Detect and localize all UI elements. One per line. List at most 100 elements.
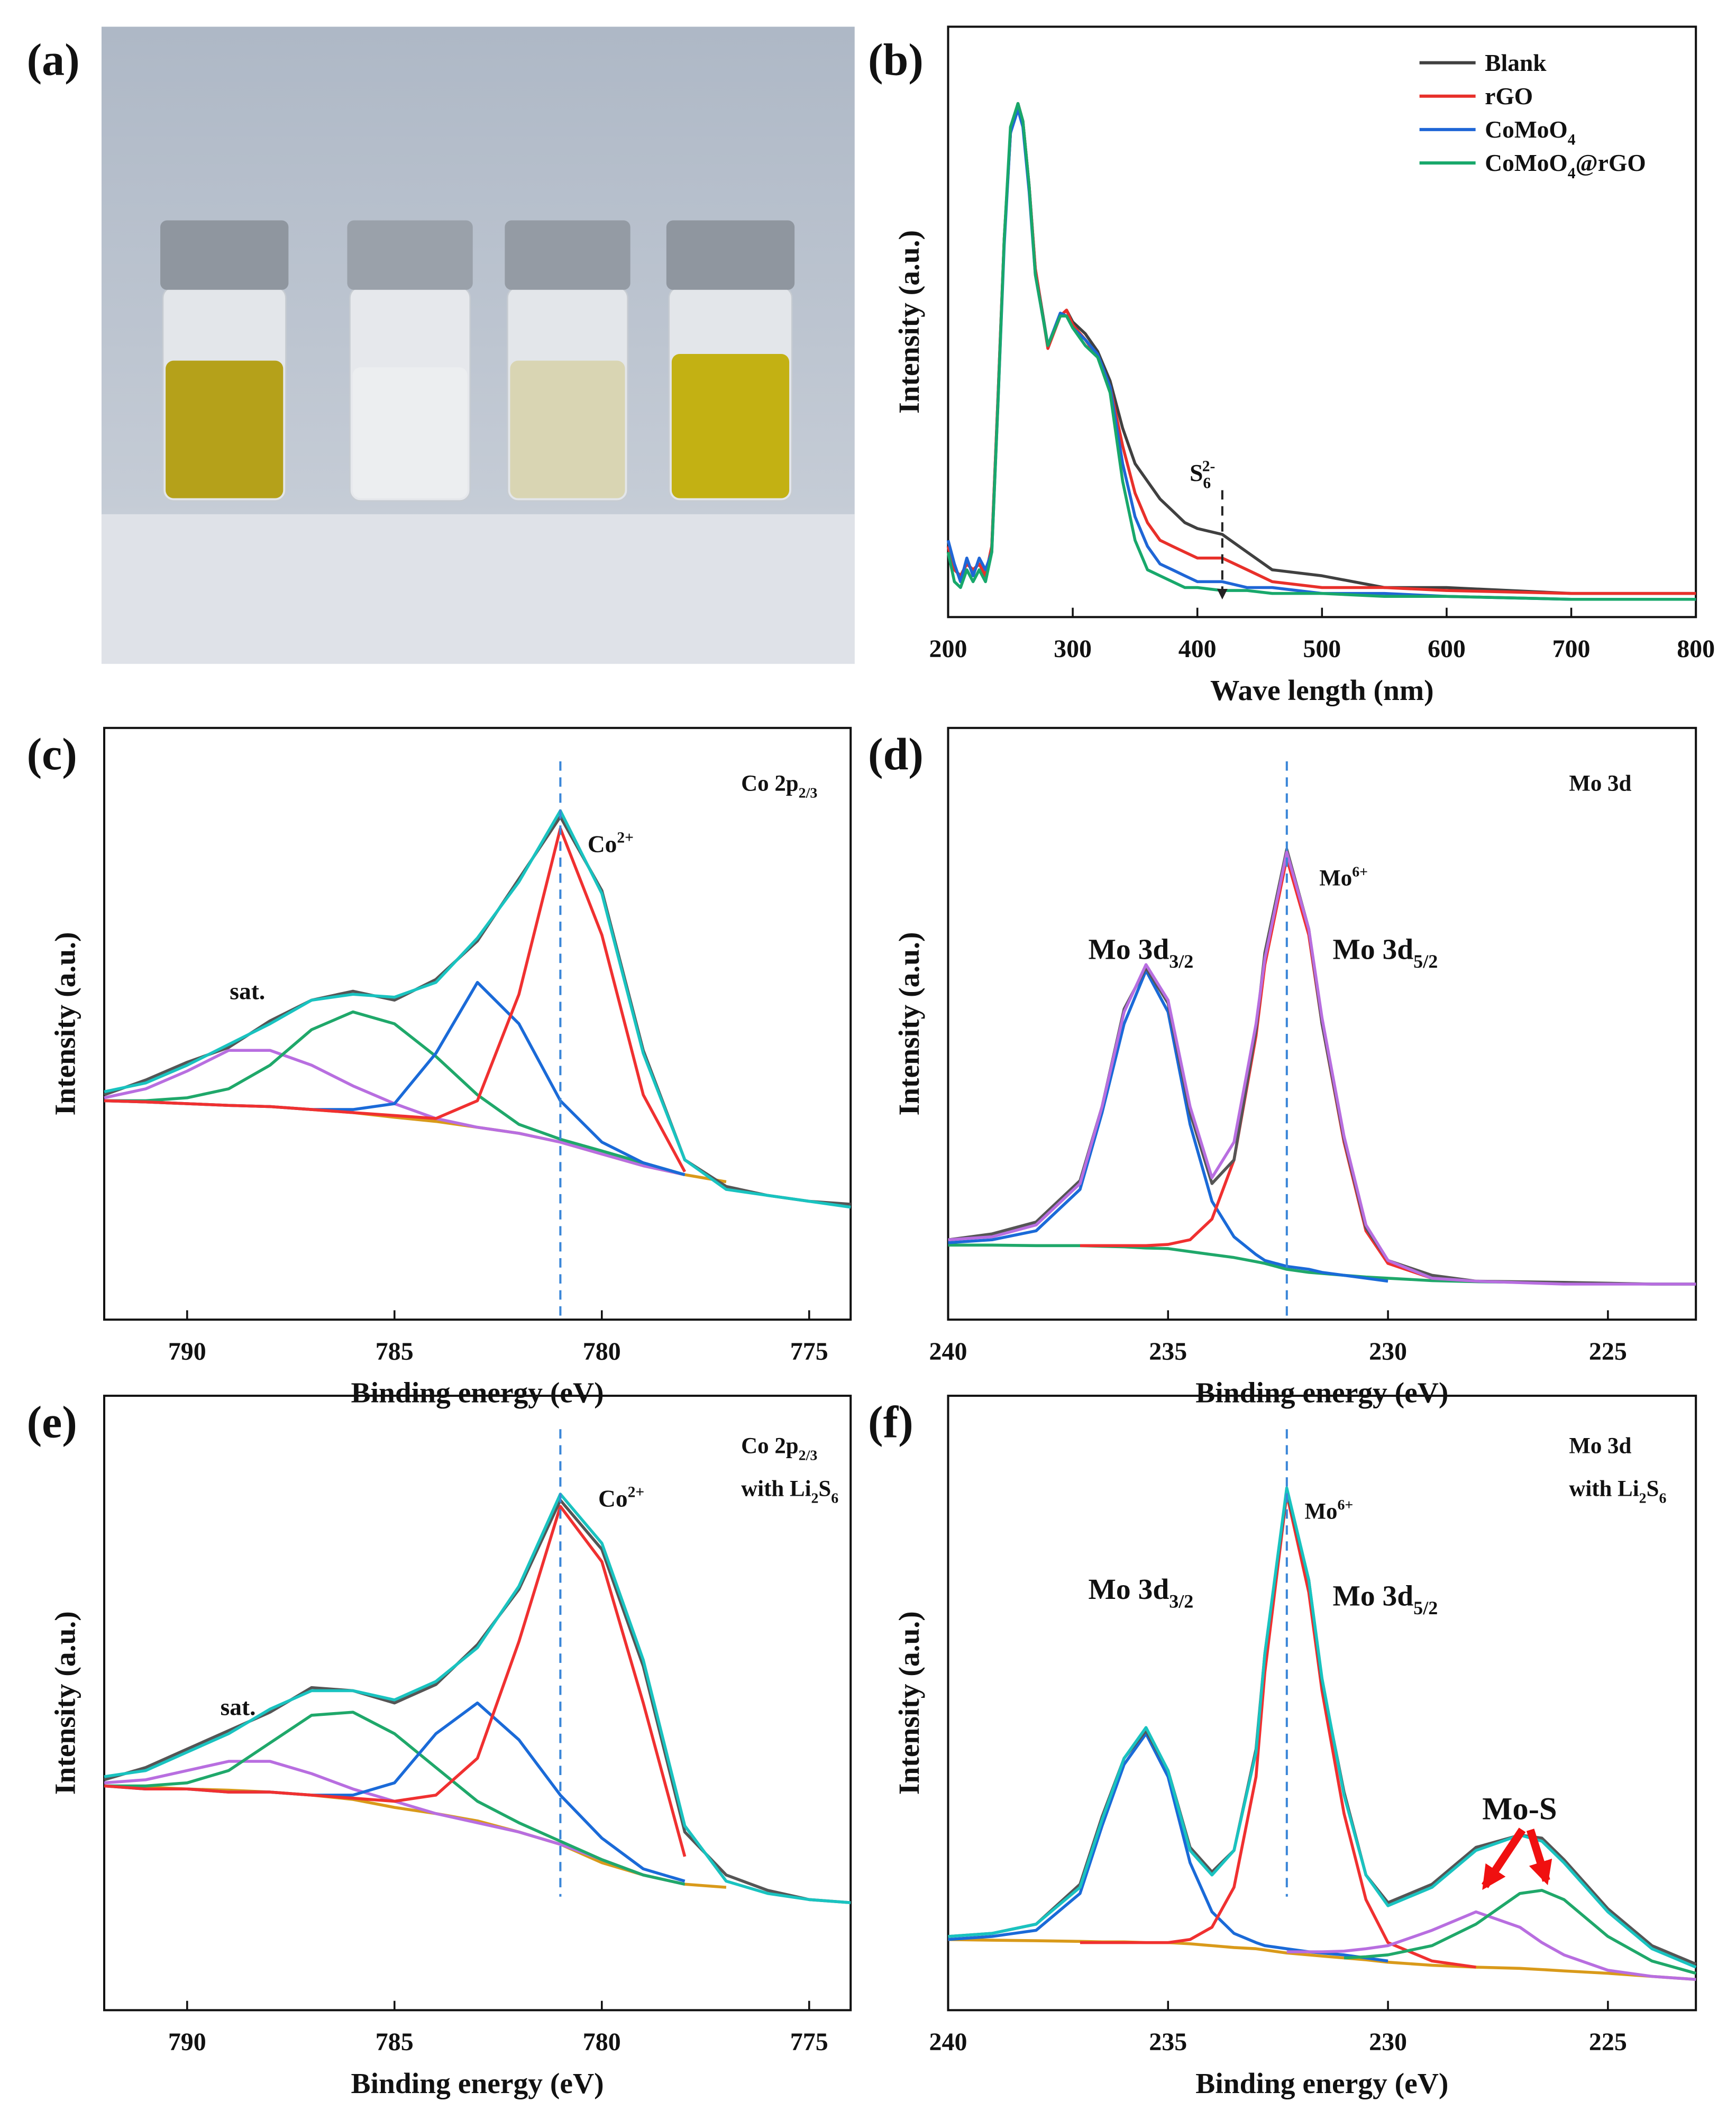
vial	[505, 220, 631, 502]
text-part: 2	[811, 1490, 819, 1506]
text-part: S	[1647, 1476, 1659, 1501]
text-part: Mo 3d	[1333, 934, 1414, 966]
plot-frame	[103, 1395, 852, 2012]
annotation-arrow	[1526, 1829, 1552, 1886]
annotation: Mo6+	[1305, 1497, 1354, 1524]
text-part: Mo	[1319, 866, 1352, 891]
plot-frame	[947, 1395, 1697, 2012]
x-tick-label: 775	[790, 1338, 828, 1366]
annotation: Mo 3d	[1569, 1434, 1631, 1459]
data-line	[946, 102, 1696, 601]
vial	[347, 220, 473, 502]
x-tick-label: 225	[1589, 2028, 1627, 2056]
text-part: with Li	[1569, 1476, 1639, 1501]
y-axis-title: Intensity (a.u.)	[49, 1611, 81, 1795]
data-line	[104, 809, 851, 1209]
x-tick-label: 230	[1369, 2028, 1407, 2056]
chart-panel: 200 300 400 500 600 700 800 Wave length (nm) Int…	[868, 25, 1715, 707]
text-part: 3/2	[1169, 951, 1193, 972]
text-part: 5/2	[1413, 951, 1438, 972]
annotation: S62-	[1190, 458, 1215, 492]
x-tick-label: 400	[1178, 635, 1217, 663]
data-line	[104, 1010, 686, 1176]
x-tick-label: 500	[1303, 635, 1341, 663]
data-line	[104, 1701, 686, 1883]
text-part: 6	[1659, 1490, 1666, 1506]
text-part: 2	[1639, 1490, 1647, 1506]
x-tick-label: 235	[1149, 2028, 1187, 2056]
x-tick-label: 300	[1054, 635, 1092, 663]
annotation-arrow	[1482, 1827, 1526, 1890]
text-part: 6+	[1352, 864, 1368, 880]
plot-frame	[947, 25, 1697, 619]
data-line	[948, 1489, 1697, 1966]
text-part: Mo 3d	[1089, 1574, 1169, 1606]
text-part: @rGO	[1576, 150, 1646, 176]
text-part: Mo	[1305, 1499, 1338, 1524]
annotation: Mo 3d3/2	[1089, 1574, 1194, 1612]
text-part: S	[818, 1476, 831, 1501]
panel-label: (c)	[27, 729, 77, 779]
data-line	[946, 102, 1696, 595]
panel-label: (d)	[868, 729, 924, 779]
text-part: Co 2p	[741, 771, 798, 796]
annotation: Co 2p2/3	[741, 1434, 817, 1464]
text-part: 2+	[617, 829, 634, 846]
chart-panel: 790 785 780 775 Binding energy (eV) Intensity…	[27, 726, 852, 1409]
legend-label: CoMoO4@rGO	[1485, 150, 1646, 182]
data-line	[1344, 1889, 1696, 1975]
text-part: S	[1190, 460, 1203, 486]
x-tick-label: 790	[168, 1338, 206, 1366]
x-axis-title: Binding energy (eV)	[1195, 1377, 1448, 1409]
data-line	[104, 1505, 687, 1857]
text-part: with Li	[741, 1476, 811, 1501]
legend-label: rGO	[1485, 83, 1533, 110]
data-line	[946, 102, 1696, 595]
x-tick-label: 600	[1428, 635, 1466, 663]
text-part: 2-	[1202, 458, 1216, 475]
annotation: Mo-S	[1482, 1791, 1557, 1826]
text-part: 2/3	[799, 1448, 818, 1464]
data-line	[948, 969, 1388, 1283]
text-part: Co	[598, 1486, 628, 1512]
data-line	[1080, 1493, 1476, 1969]
annotation: with Li2S6	[741, 1476, 838, 1506]
x-tick-label: 775	[790, 2028, 828, 2056]
x-axis-title: Binding energy (eV)	[351, 2068, 604, 2100]
data-line	[104, 1711, 686, 1886]
data-line	[1080, 857, 1476, 1283]
annotation: Mo 3d	[1569, 771, 1631, 796]
text-part: 6	[831, 1490, 838, 1506]
panel-label: (f)	[868, 1397, 913, 1447]
legend-label: CoMoO4	[1485, 116, 1575, 149]
text-part: CoMoO	[1485, 116, 1567, 143]
x-tick-label: 780	[583, 1338, 621, 1366]
x-axis-title: Binding energy (eV)	[1195, 2068, 1448, 2100]
text-part: 3/2	[1169, 1590, 1193, 1612]
plot-frame	[103, 726, 852, 1321]
y-axis-title: Intensity (a.u.)	[893, 230, 926, 414]
annotation: sat.	[230, 978, 265, 1004]
text-part: 4	[1568, 132, 1576, 149]
panel-label: (a)	[27, 34, 80, 85]
data-line	[1286, 1910, 1696, 1981]
data-line	[104, 980, 686, 1176]
annotation: Co 2p2/3	[741, 771, 817, 801]
x-tick-label: 235	[1149, 1338, 1187, 1366]
x-tick-label: 240	[929, 2028, 967, 2056]
annotation: Mo 3d3/2	[1089, 934, 1194, 972]
annotation: sat.	[221, 1694, 256, 1720]
plot-frame	[947, 726, 1697, 1321]
y-axis-title: Intensity (a.u.)	[49, 932, 81, 1116]
legend-label: Blank	[1485, 50, 1547, 76]
annotation: Mo 3d5/2	[1333, 934, 1438, 972]
text-part: 6+	[1337, 1497, 1353, 1513]
data-line	[104, 827, 687, 1173]
data-line	[104, 1498, 851, 1904]
x-tick-label: 785	[376, 1338, 414, 1366]
photo: (a)	[27, 26, 855, 664]
vial	[666, 220, 795, 502]
text-part: CoMoO	[1485, 150, 1567, 176]
data-line	[104, 1049, 686, 1176]
